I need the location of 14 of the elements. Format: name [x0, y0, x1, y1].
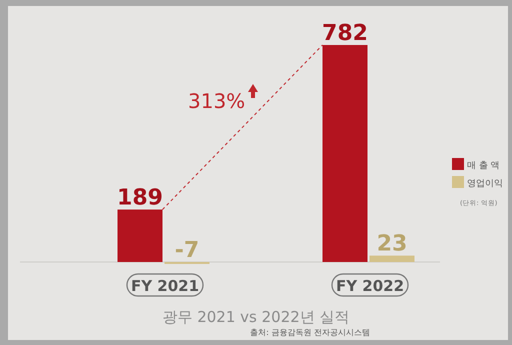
- bar: [370, 256, 414, 262]
- legend-label: 영업이익: [467, 179, 503, 189]
- annotation: 313%: [188, 89, 246, 113]
- bar: [322, 45, 368, 262]
- source-note: 출처: 금융감독원 전자공시시스템: [250, 328, 370, 337]
- data-label: 23: [376, 232, 408, 257]
- x-tick-label: FY 2021: [130, 277, 200, 295]
- data-label: -7: [174, 238, 200, 263]
- data-label: 782: [322, 21, 368, 46]
- data-label: 189: [117, 186, 163, 211]
- legend-label: 매 출 액: [467, 161, 500, 171]
- x-tick-label: FY 2022: [336, 277, 404, 295]
- bar: [118, 210, 162, 262]
- text: 광무 2021 vs 2022년 실적: [162, 308, 350, 326]
